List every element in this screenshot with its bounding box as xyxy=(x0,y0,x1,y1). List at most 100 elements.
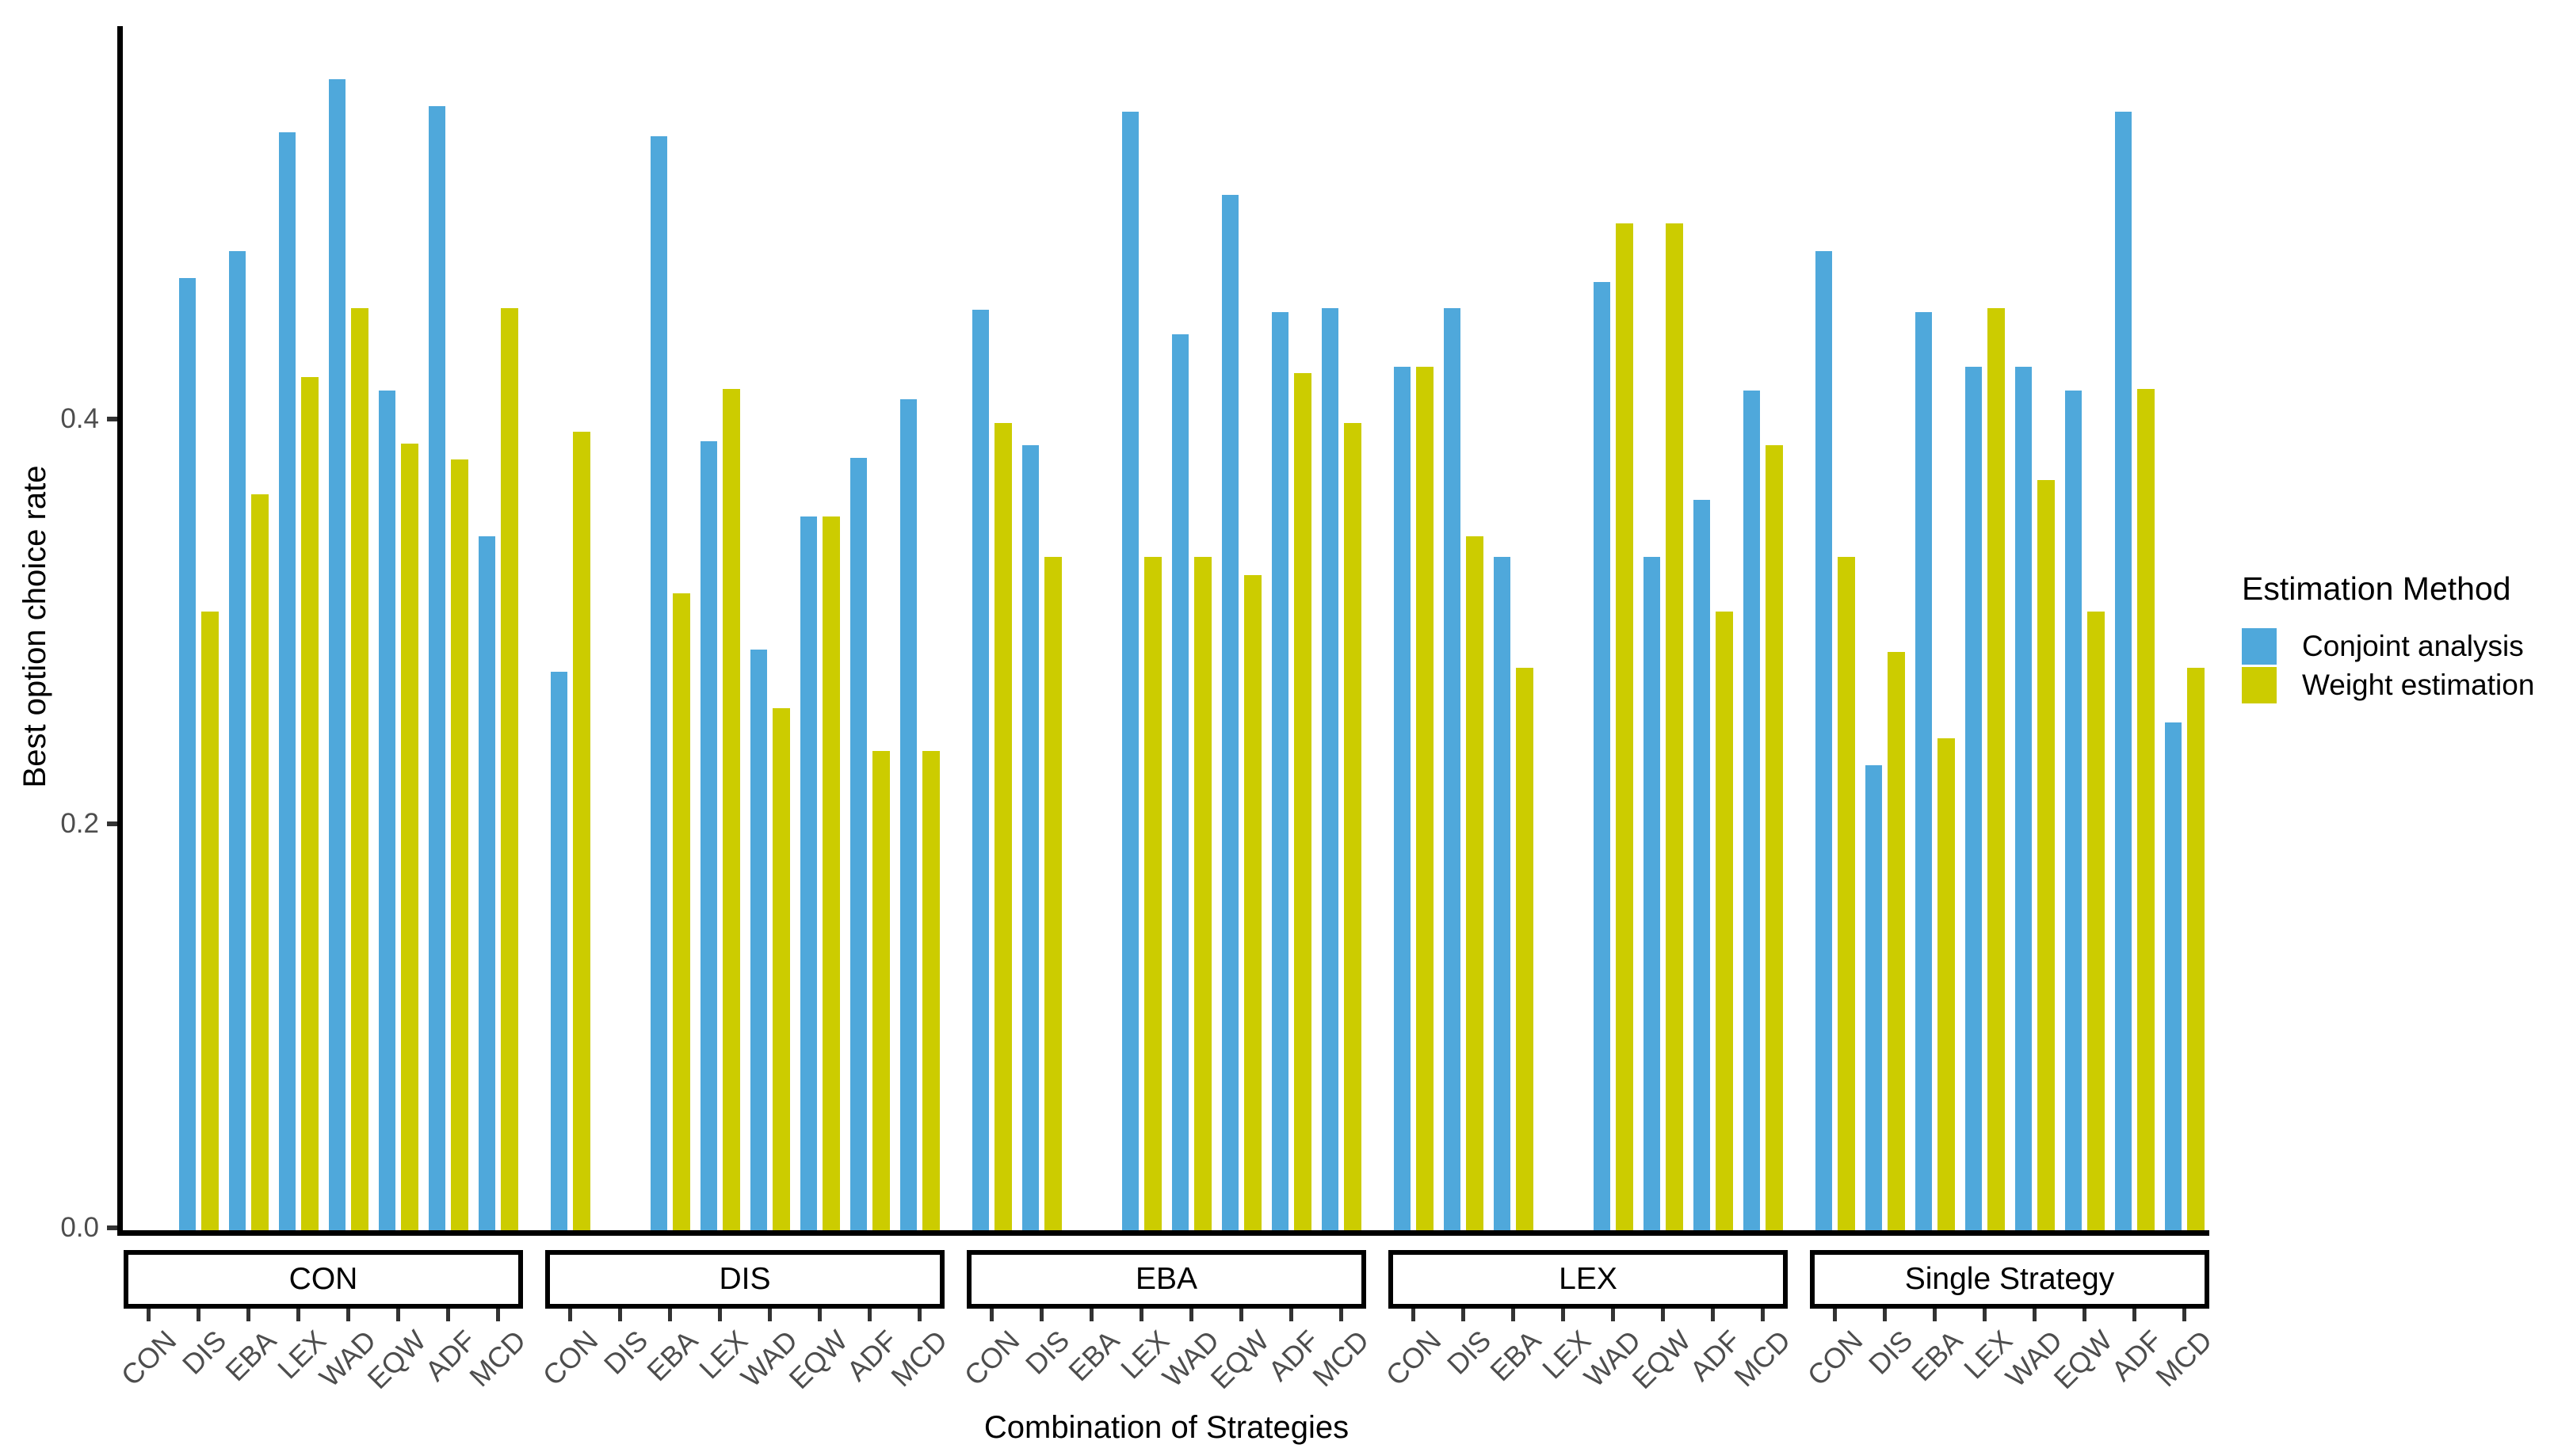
bar-con-adf-weight xyxy=(451,459,468,1230)
x-tick xyxy=(1833,1309,1837,1321)
bar-dis-lex-weight xyxy=(723,388,740,1230)
bar-lex-dis-weight xyxy=(1466,536,1483,1230)
bar-eba-con-weight xyxy=(994,423,1012,1230)
bar-dis-con-conjoint xyxy=(550,672,567,1230)
facet-strip: CON xyxy=(124,1250,523,1309)
bar-eba-adf-conjoint xyxy=(1271,311,1288,1230)
x-tick xyxy=(990,1309,994,1321)
bar-single-strategy-adf-conjoint xyxy=(2114,112,2132,1230)
facet-strip: DIS xyxy=(545,1250,945,1309)
bar-single-strategy-eba-weight xyxy=(1937,738,1955,1230)
bar-eba-wad-conjoint xyxy=(1171,334,1189,1230)
bar-eba-dis-weight xyxy=(1044,556,1062,1230)
y-tick-label: 0.0 xyxy=(60,1212,99,1243)
x-tick xyxy=(1411,1309,1415,1321)
bar-con-dis-weight xyxy=(201,611,219,1230)
x-tick xyxy=(868,1309,872,1321)
x-tick xyxy=(668,1309,672,1321)
x-tick xyxy=(1090,1309,1094,1321)
facet-strip: LEX xyxy=(1388,1250,1788,1309)
bar-single-strategy-adf-weight xyxy=(2137,388,2155,1230)
y-tick xyxy=(107,821,117,826)
x-tick xyxy=(246,1309,250,1321)
bar-lex-wad-weight xyxy=(1616,223,1633,1230)
bar-lex-adf-weight xyxy=(1716,611,1733,1230)
x-tick xyxy=(346,1309,350,1321)
bar-dis-eba-weight xyxy=(673,593,690,1230)
x-tick xyxy=(2083,1309,2086,1321)
bar-eba-eqw-weight xyxy=(1244,574,1262,1230)
bar-eba-con-conjoint xyxy=(972,310,989,1230)
bar-lex-con-conjoint xyxy=(1393,366,1411,1230)
bar-lex-dis-conjoint xyxy=(1443,307,1460,1230)
bar-single-strategy-mcd-weight xyxy=(2187,668,2205,1230)
bar-lex-eba-conjoint xyxy=(1493,556,1510,1230)
x-tick xyxy=(1289,1309,1293,1321)
bar-single-strategy-con-conjoint xyxy=(1815,251,1832,1230)
x-axis-title: Combination of Strategies xyxy=(983,1410,1350,1445)
y-tick-label: 0.2 xyxy=(60,807,99,839)
x-tick xyxy=(197,1309,200,1321)
bar-lex-eqw-conjoint xyxy=(1643,556,1660,1230)
bar-single-strategy-eqw-weight xyxy=(2087,611,2105,1230)
bar-eba-eqw-conjoint xyxy=(1221,194,1239,1230)
x-tick xyxy=(2182,1309,2186,1321)
bar-con-wad-weight xyxy=(351,307,368,1230)
x-tick xyxy=(1711,1309,1715,1321)
x-tick xyxy=(568,1309,572,1321)
x-tick xyxy=(1239,1309,1243,1321)
x-tick xyxy=(1040,1309,1044,1321)
y-tick-label: 0.4 xyxy=(60,403,99,435)
legend-title: Estimation Method xyxy=(2242,570,2511,607)
x-tick xyxy=(768,1309,772,1321)
x-tick xyxy=(296,1309,300,1321)
bar-con-lex-conjoint xyxy=(278,131,296,1230)
x-tick xyxy=(818,1309,822,1321)
bar-con-eqw-conjoint xyxy=(378,391,395,1230)
bar-eba-adf-weight xyxy=(1294,372,1311,1230)
x-tick xyxy=(1761,1309,1765,1321)
bar-lex-eba-weight xyxy=(1516,668,1533,1230)
bar-single-strategy-mcd-conjoint xyxy=(2164,722,2182,1230)
bar-dis-adf-conjoint xyxy=(849,457,867,1230)
bar-eba-mcd-conjoint xyxy=(1321,307,1338,1230)
x-axis-line xyxy=(117,1230,2209,1236)
bar-dis-wad-weight xyxy=(773,708,790,1230)
legend-item-conjoint: Conjoint analysis xyxy=(2242,628,2534,665)
legend-swatch-weight-estimation xyxy=(2242,667,2277,703)
x-tick xyxy=(1511,1309,1515,1321)
bar-single-strategy-wad-weight xyxy=(2037,479,2055,1230)
bar-single-strategy-eba-conjoint xyxy=(1915,311,1932,1230)
legend: Estimation Method Conjoint analysis Weig… xyxy=(2242,570,2534,706)
x-tick xyxy=(1611,1309,1615,1321)
facet-strip: Single Strategy xyxy=(1810,1250,2209,1309)
bar-con-lex-weight xyxy=(301,376,319,1230)
x-tick xyxy=(1983,1309,1987,1321)
x-tick xyxy=(1189,1309,1193,1321)
x-tick xyxy=(1883,1309,1887,1321)
x-tick xyxy=(396,1309,400,1321)
bar-single-strategy-lex-weight xyxy=(1987,307,2005,1230)
bar-dis-wad-conjoint xyxy=(750,650,767,1230)
bar-con-eba-weight xyxy=(251,494,269,1230)
y-tick xyxy=(107,417,117,422)
legend-item-weight: Weight estimation xyxy=(2242,667,2534,703)
x-tick xyxy=(1933,1309,1937,1321)
bar-con-eqw-weight xyxy=(401,443,418,1230)
bar-lex-mcd-conjoint xyxy=(1743,391,1760,1230)
x-tick xyxy=(1561,1309,1565,1321)
bar-lex-con-weight xyxy=(1416,366,1434,1230)
x-tick xyxy=(918,1309,922,1321)
x-tick xyxy=(2132,1309,2136,1321)
bar-dis-con-weight xyxy=(573,431,590,1230)
x-tick xyxy=(718,1309,722,1321)
bar-single-strategy-dis-conjoint xyxy=(1865,764,1882,1230)
x-tick xyxy=(496,1309,500,1321)
bar-con-eba-conjoint xyxy=(228,251,246,1230)
bar-eba-lex-weight xyxy=(1144,556,1162,1230)
bar-eba-lex-conjoint xyxy=(1121,112,1139,1230)
bar-single-strategy-lex-conjoint xyxy=(1964,366,1982,1230)
y-axis-line xyxy=(117,26,123,1236)
bar-con-mcd-weight xyxy=(501,307,518,1230)
